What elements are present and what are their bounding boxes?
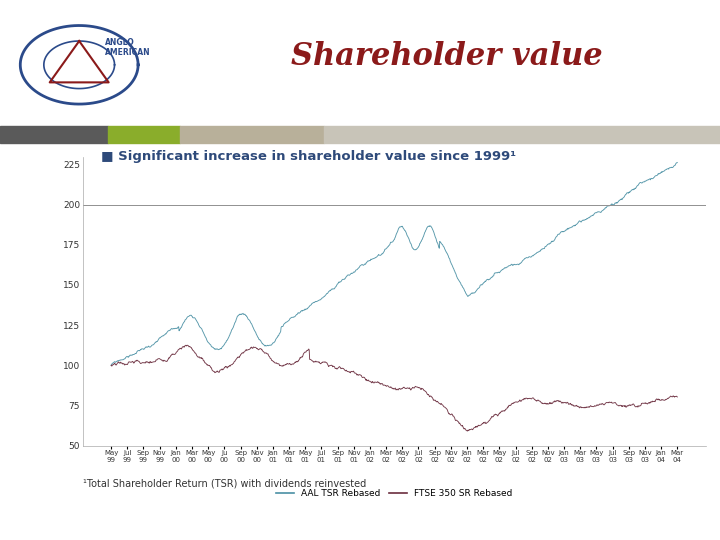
Bar [0,126,108,143]
Bar [108,126,180,143]
Text: 4: 4 [691,518,702,532]
Bar [324,126,720,143]
Legend: AAL TSR Rebased, FTSE 350 SR Rebased: AAL TSR Rebased, FTSE 350 SR Rebased [272,485,516,502]
Text: Shareholder value: Shareholder value [291,41,602,72]
Bar [180,126,324,143]
Text: ■ Significant increase in shareholder value since 1999¹: ■ Significant increase in shareholder va… [101,150,516,163]
Text: ANGLO
AMERICAN: ANGLO AMERICAN [105,38,150,57]
Text: ¹Total Shareholder Return (TSR) with dividends reinvested: ¹Total Shareholder Return (TSR) with div… [83,478,366,489]
